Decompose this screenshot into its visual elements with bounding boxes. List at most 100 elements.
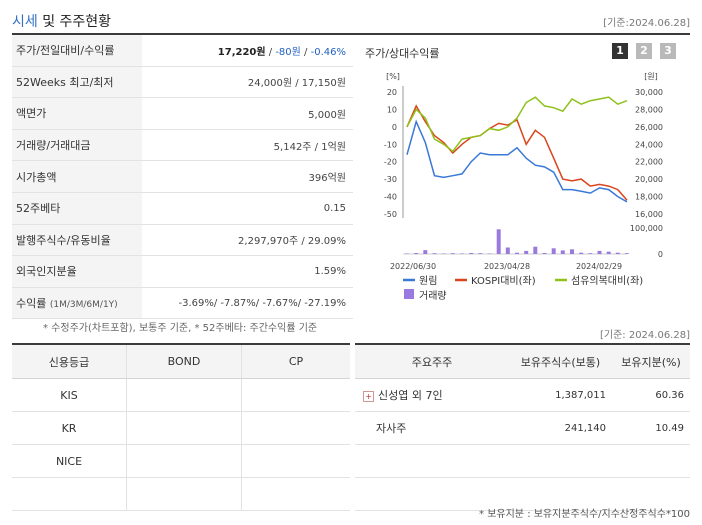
- volume-bar: [588, 253, 593, 254]
- empty-cell: [509, 444, 612, 478]
- holders-header: 보유지분(%): [612, 343, 690, 379]
- credit-rating-table: 신용등급 BOND CP KIS KR NICE: [12, 343, 350, 511]
- left-tick-label: -10: [384, 140, 397, 149]
- credit-header: BOND: [126, 343, 242, 379]
- holder-name-cell[interactable]: + 신성엽 외 7인: [355, 378, 509, 412]
- legend-swatch: [404, 289, 414, 299]
- chart-tab-1[interactable]: 1: [612, 43, 628, 59]
- volume-bar: [625, 253, 629, 254]
- volume-bar: [441, 253, 446, 254]
- right-tick-label: 20,000: [635, 175, 663, 184]
- quote-row: 외국인지분율 1.59%: [12, 255, 353, 288]
- quote-footnote: * 수정주가(차트포함), 보통주 기준, * 52주베타: 주간수익률 기준: [43, 323, 318, 334]
- volume-bar: [533, 246, 538, 254]
- legend-label: KOSPI대비(좌): [471, 275, 536, 287]
- holders-footnote: * 보유지분 : 보유지분주식수/지수산정주식수*100: [479, 509, 690, 520]
- price-chart: [%] [원] 20 10 0 -10 -20 -30 -40 -50 30,000 28,000 26…: [384, 72, 663, 302]
- header-divider: [12, 33, 690, 35]
- credit-row: KIS: [12, 378, 350, 412]
- credit-row: KR: [12, 411, 350, 445]
- separator: /: [265, 46, 276, 58]
- series-line: [406, 119, 628, 203]
- title-highlight: 시세: [12, 14, 38, 30]
- quote-label: 외국인지분율: [12, 255, 142, 288]
- title-rest: 및 주주현황: [37, 14, 112, 30]
- quote-value: 2,297,970주 / 29.09%: [142, 224, 353, 257]
- expand-icon[interactable]: +: [363, 390, 374, 402]
- quote-row: 52Weeks 최고/최저 24,000원 / 17,150원: [12, 66, 353, 99]
- volume-bar: [542, 253, 547, 254]
- right-tick-label: 16,000: [635, 210, 663, 219]
- quote-label: 수익률 (1M/3M/6M/1Y): [12, 287, 142, 320]
- left-tick-label: -30: [384, 175, 397, 184]
- agency-cell: [12, 477, 127, 511]
- right-tick-label: 28,000: [635, 105, 663, 114]
- credit-header: CP: [241, 343, 350, 379]
- right-tick-label: 24,000: [635, 140, 663, 149]
- chart-tab-3[interactable]: 3: [660, 43, 676, 59]
- right-tick-label: 26,000: [635, 123, 663, 132]
- volume-bar: [515, 252, 519, 254]
- volume-bar: [414, 253, 419, 254]
- reference-date: [기준:2024.06.28]: [603, 18, 690, 29]
- agency-cell: NICE: [12, 444, 127, 478]
- major-holders-table: 주요주주 보유주식수(보통) 보유지분(%) + 신성엽 외 7인 1,387,0…: [355, 343, 690, 511]
- left-tick-label: 0: [392, 123, 397, 132]
- left-tick-label: -40: [384, 193, 397, 202]
- volume-bar: [496, 229, 501, 254]
- empty-cell: [509, 477, 612, 511]
- holders-header: 보유주식수(보통): [509, 343, 612, 379]
- quote-row: 거래량/거래대금 5,142주 / 1억원: [12, 129, 353, 162]
- quote-row: 주가/전일대비/수익률 17,220원 / -80원 / -0.46%: [12, 35, 353, 67]
- credit-header: 신용등급: [12, 343, 127, 379]
- holders-reference-date: [기준: 2024.06.28]: [599, 330, 690, 341]
- holder-row[interactable]: + 신성엽 외 7인 1,387,011 60.36: [355, 378, 690, 412]
- quote-row: 발행주식수/유동비율 2,297,970주 / 29.09%: [12, 224, 353, 257]
- holder-row-empty: [355, 477, 690, 511]
- volume-bar: [487, 253, 492, 254]
- agency-cell: KR: [12, 411, 127, 445]
- holder-pct: 60.36: [612, 378, 690, 412]
- series-line: [406, 104, 628, 201]
- volume-tick-label: 0: [658, 250, 663, 259]
- volume-bar: [615, 252, 620, 254]
- left-tick-label: -20: [384, 158, 397, 167]
- cp-cell: [241, 477, 350, 511]
- quote-value: 5,000원: [142, 97, 353, 130]
- left-tick-label: -50: [384, 210, 397, 219]
- holder-shares: 241,140: [509, 411, 612, 445]
- volume-bar: [405, 253, 409, 254]
- agency-cell: KIS: [12, 378, 127, 412]
- cp-cell: [241, 411, 350, 445]
- quote-label: 거래량/거래대금: [12, 129, 142, 162]
- bond-cell: [126, 411, 242, 445]
- volume-bar: [579, 252, 584, 254]
- holder-row: 자사주 241,140 10.49: [355, 411, 690, 445]
- right-axis-unit: [원]: [644, 72, 658, 81]
- series-line: [406, 96, 628, 153]
- volume-bar: [570, 249, 574, 254]
- legend-label: 섬유의복대비(좌): [571, 275, 643, 287]
- bond-cell: [126, 378, 242, 412]
- quote-row: 52주베타 0.15: [12, 192, 353, 225]
- volume-bar: [505, 247, 510, 254]
- quote-value: 5,142주 / 1억원: [142, 129, 353, 162]
- quote-label-main: 수익률: [16, 297, 47, 311]
- volume-bar: [560, 250, 565, 254]
- cp-cell: [241, 378, 350, 412]
- right-tick-label: 30,000: [635, 88, 663, 97]
- quote-value: 24,000원 / 17,150원: [142, 66, 353, 99]
- empty-cell: [612, 444, 690, 478]
- price-value: 17,220원: [217, 46, 266, 58]
- empty-cell: [355, 477, 509, 511]
- chart-tab-2[interactable]: 2: [636, 43, 652, 59]
- x-tick-label: 2022/06/30: [390, 262, 436, 271]
- quote-label: 52주베타: [12, 192, 142, 225]
- bond-cell: [126, 477, 242, 511]
- quote-label: 주가/전일대비/수익률: [12, 35, 142, 67]
- change-value: -80원: [275, 46, 301, 58]
- volume-bar: [551, 248, 556, 254]
- bond-cell: [126, 444, 242, 478]
- holder-name: 자사주: [355, 411, 509, 445]
- empty-cell: [612, 477, 690, 511]
